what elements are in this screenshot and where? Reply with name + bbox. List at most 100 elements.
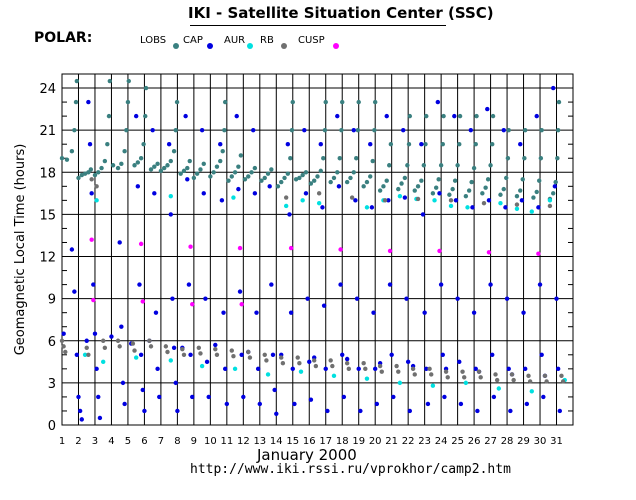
point-lobs — [384, 178, 389, 183]
point-lobs — [174, 99, 180, 105]
point-cap — [109, 334, 114, 339]
point-cap — [488, 282, 493, 287]
point-cap — [251, 127, 256, 133]
point-lobs — [537, 178, 542, 183]
point-rb — [94, 184, 99, 189]
legend-swatch-cusp — [333, 43, 339, 49]
point-cap — [485, 106, 490, 112]
point-cap — [190, 394, 195, 400]
point-cap — [471, 310, 477, 315]
x-tick-label: 31 — [550, 436, 563, 447]
point-cap — [473, 366, 478, 372]
point-lobs — [388, 142, 394, 147]
point-cap — [206, 394, 211, 400]
point-lobs — [232, 170, 238, 175]
point-cap — [157, 394, 162, 400]
point-cap — [508, 408, 513, 414]
point-rb — [526, 373, 531, 379]
x-tick-label: 20 — [369, 436, 382, 447]
point-lobs — [556, 99, 562, 105]
point-cap — [274, 411, 279, 416]
point-cap — [419, 142, 424, 147]
point-cap — [117, 240, 122, 245]
point-cap — [305, 296, 310, 301]
point-lobs — [520, 177, 525, 182]
point-cusp — [190, 302, 195, 307]
point-aur — [364, 376, 370, 381]
point-lobs — [372, 127, 377, 133]
point-lobs — [76, 175, 81, 181]
point-cusp — [338, 247, 343, 252]
point-cap — [401, 127, 406, 133]
point-rb — [328, 358, 333, 363]
point-rb — [377, 363, 383, 369]
point-lobs — [208, 174, 213, 179]
point-lobs — [368, 174, 373, 179]
point-lobs — [430, 191, 436, 196]
point-lobs — [356, 99, 361, 105]
point-lobs — [372, 99, 378, 105]
point-cap — [470, 205, 475, 210]
x-tick-label: 12 — [237, 436, 250, 447]
legend-swatch-cap — [207, 43, 213, 49]
point-rb — [117, 344, 122, 349]
point-cap — [183, 113, 188, 119]
x-tick-label: 25 — [451, 436, 464, 447]
x-tick-label: 13 — [253, 436, 266, 447]
point-cap — [455, 296, 460, 301]
point-cap — [234, 113, 239, 119]
point-cap — [308, 397, 314, 402]
point-rb — [165, 349, 170, 355]
point-lobs — [297, 175, 302, 181]
point-lobs — [415, 184, 421, 189]
point-cap — [458, 401, 464, 407]
point-aur — [529, 209, 534, 214]
point-cap — [468, 127, 473, 133]
point-rb — [180, 346, 185, 352]
point-lobs — [275, 184, 281, 189]
point-cap — [150, 127, 155, 133]
point-cap — [203, 296, 208, 301]
point-lobs — [88, 167, 94, 172]
point-cap — [255, 366, 261, 372]
point-lobs — [539, 127, 544, 133]
point-lobs — [469, 179, 474, 185]
point-cap — [536, 205, 541, 210]
point-cap — [356, 366, 361, 372]
point-rb — [410, 366, 416, 372]
point-cap — [344, 356, 350, 362]
point-lobs — [125, 99, 131, 105]
point-cap — [438, 282, 444, 287]
point-cap — [120, 380, 126, 386]
point-lobs — [308, 181, 314, 186]
point-rb — [349, 195, 355, 200]
x-tick-label: 8 — [174, 436, 180, 447]
point-cap — [522, 366, 528, 372]
point-lobs — [293, 177, 299, 182]
point-lobs — [143, 85, 149, 91]
point-lobs — [124, 127, 129, 133]
legend-swatch-lobs — [173, 43, 179, 49]
point-cap — [554, 296, 559, 301]
point-cap — [142, 408, 147, 414]
point-rb — [494, 377, 500, 383]
point-cap — [237, 289, 243, 294]
point-cusp — [288, 245, 294, 251]
point-rb — [84, 345, 89, 350]
point-lobs — [505, 156, 511, 161]
point-lobs — [143, 113, 148, 119]
point-rb — [213, 346, 218, 352]
point-cap — [138, 352, 144, 357]
point-cap — [358, 408, 363, 414]
point-lobs — [381, 184, 386, 189]
point-cap — [336, 184, 342, 189]
x-axis-month-label: January 2000 — [257, 446, 357, 464]
point-cap — [236, 186, 241, 192]
point-rb — [214, 352, 220, 357]
point-lobs — [59, 156, 65, 161]
point-rb — [394, 363, 399, 369]
point-lobs — [282, 175, 287, 181]
point-rb — [443, 369, 449, 374]
point-lobs — [173, 127, 178, 133]
point-cap — [453, 198, 459, 203]
